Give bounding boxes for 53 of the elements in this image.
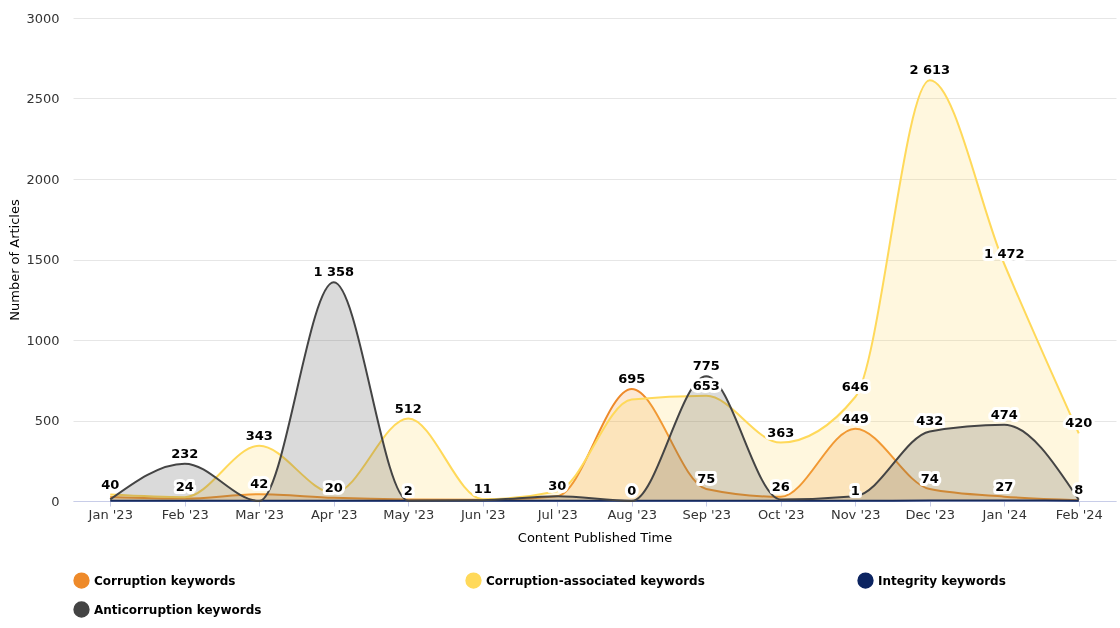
legend-label: Anticorruption keywords bbox=[94, 602, 262, 617]
data-label: 474 bbox=[990, 406, 1018, 422]
data-label: 449 bbox=[841, 410, 869, 426]
y-tick-label: 1000 bbox=[26, 332, 60, 348]
x-tick-label: Jan '24 bbox=[981, 506, 1027, 522]
data-label: 8 bbox=[1074, 481, 1084, 497]
x-tick-label: Mar '23 bbox=[235, 506, 285, 522]
y-tick-label: 2500 bbox=[26, 91, 60, 106]
data-label: 363 bbox=[767, 424, 795, 440]
data-label: 695 bbox=[618, 371, 646, 387]
data-label: 432 bbox=[916, 413, 944, 429]
x-tick-label: Jun '23 bbox=[459, 506, 506, 522]
data-label: 343 bbox=[245, 427, 273, 443]
legend-label: Corruption keywords bbox=[94, 573, 236, 588]
data-label: 232 bbox=[171, 445, 199, 461]
legend-label: Integrity keywords bbox=[878, 573, 1006, 588]
data-label: 40 bbox=[101, 476, 120, 492]
data-label: 775 bbox=[692, 358, 720, 374]
x-tick-label: Dec '23 bbox=[905, 506, 955, 522]
data-label: 42 bbox=[250, 476, 269, 492]
data-label: 0 bbox=[627, 483, 637, 498]
data-label: 1 bbox=[850, 482, 860, 498]
data-label: 20 bbox=[324, 479, 343, 495]
y-tick-label: 3000 bbox=[26, 10, 60, 26]
data-label: 653 bbox=[692, 377, 720, 393]
x-tick-label: May '23 bbox=[383, 506, 435, 522]
x-tick-label: Apr '23 bbox=[310, 506, 358, 522]
data-label: 512 bbox=[394, 400, 422, 416]
y-tick-label: 1500 bbox=[26, 252, 60, 267]
x-tick-label: Jul '23 bbox=[536, 506, 578, 522]
data-label: 2 bbox=[403, 482, 413, 498]
data-label: 27 bbox=[995, 478, 1014, 494]
y-axis-title: Number of Articles bbox=[7, 199, 23, 321]
data-label: 75 bbox=[697, 470, 716, 486]
x-tick-label: Nov '23 bbox=[830, 506, 881, 522]
data-label: 2 613 bbox=[909, 62, 951, 78]
y-tick-label: 0 bbox=[51, 493, 60, 509]
data-label: 11 bbox=[473, 481, 492, 497]
x-tick-label: Feb '23 bbox=[161, 506, 209, 522]
x-tick-label: Oct '23 bbox=[757, 506, 805, 522]
x-tick-label: Aug '23 bbox=[607, 506, 658, 522]
x-tick-label: Sep '23 bbox=[682, 506, 732, 522]
x-tick-label: Feb '24 bbox=[1055, 506, 1103, 522]
x-tick-label: Jan '23 bbox=[87, 506, 133, 522]
data-label: 26 bbox=[771, 478, 790, 494]
legend-label: Corruption-associated keywords bbox=[486, 573, 705, 588]
x-axis-title: Content Published Time bbox=[517, 529, 673, 545]
data-label: 74 bbox=[920, 471, 939, 487]
data-label: 24 bbox=[175, 479, 194, 495]
data-label: 30 bbox=[548, 478, 567, 494]
y-tick-label: 500 bbox=[34, 413, 60, 428]
data-label: 1 358 bbox=[313, 264, 355, 280]
y-tick-label: 2000 bbox=[26, 171, 60, 187]
